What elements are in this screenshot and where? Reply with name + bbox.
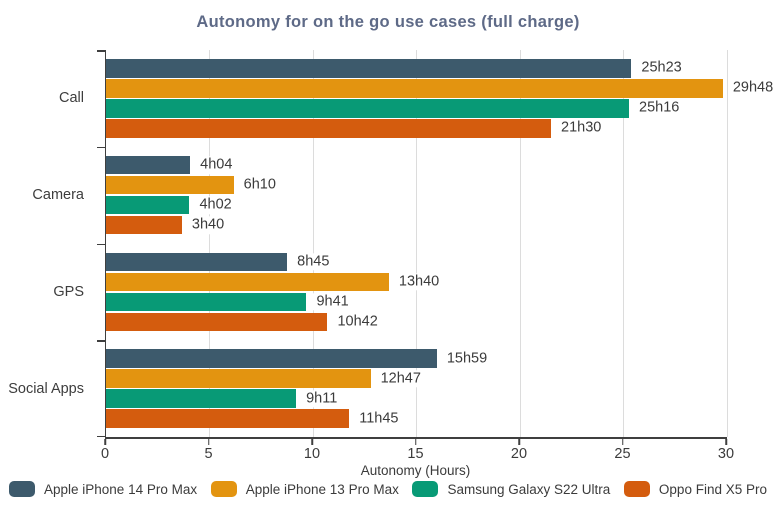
bar-value-label: 29h48 <box>729 79 776 98</box>
x-axis-tick-label: 0 <box>100 446 110 462</box>
legend-label: Oppo Find X5 Pro <box>658 481 767 497</box>
legend-label: Apple iPhone 14 Pro Max <box>44 481 198 497</box>
bar <box>106 312 328 332</box>
grid-line <box>519 50 521 437</box>
bar <box>106 389 297 408</box>
legend-label: Apple iPhone 13 Pro Max <box>245 481 399 497</box>
bar <box>106 195 190 215</box>
bar-value-label: 3h40 <box>188 216 228 234</box>
y-axis-tick <box>97 146 105 149</box>
bar-value-label: 4h02 <box>196 196 235 214</box>
category-label: Camera <box>32 187 84 204</box>
bar <box>106 155 191 175</box>
bar <box>106 369 371 388</box>
x-axis-tick <box>725 439 727 445</box>
y-axis-tick <box>97 340 105 342</box>
bar-value-label: 10h42 <box>334 313 381 331</box>
bar-value-label: 25h23 <box>638 59 685 78</box>
y-axis-category-labels: Call Camera GPS Social Apps <box>0 50 96 437</box>
bar-value-label: 15h59 <box>443 349 491 368</box>
legend-swatch-icon <box>210 481 237 497</box>
legend-item[interactable]: Oppo Find X5 Pro <box>623 481 767 497</box>
x-axis-tick <box>621 439 624 445</box>
bar-value-label: 9h41 <box>313 293 352 311</box>
bar-value-label: 8h45 <box>294 253 333 271</box>
bar <box>106 252 288 272</box>
x-axis-tick-label: 30 <box>717 446 735 462</box>
category-label: Social Apps <box>8 380 84 397</box>
x-axis-tick-label: 20 <box>510 446 528 462</box>
x-axis-tick <box>518 439 520 445</box>
legend-item[interactable]: Apple iPhone 13 Pro Max <box>210 481 399 497</box>
grid-line <box>209 50 210 437</box>
bar <box>106 215 182 235</box>
legend-swatch-icon <box>623 481 650 497</box>
y-axis-tick <box>97 50 105 52</box>
bar <box>106 272 389 292</box>
grid-line <box>312 50 314 437</box>
x-axis-tick-label: 25 <box>614 446 631 462</box>
x-axis: 0 5 10 15 20 25 30 <box>101 439 734 469</box>
legend-item[interactable]: Apple iPhone 14 Pro Max <box>9 481 197 497</box>
bar <box>106 99 630 118</box>
bar <box>106 59 632 78</box>
bar <box>106 349 437 368</box>
y-axis-tick <box>97 243 105 245</box>
bar-value-label: 12h47 <box>377 369 424 388</box>
x-axis-tick-label: 5 <box>204 446 213 462</box>
bar <box>106 79 723 98</box>
grid-line <box>416 50 417 437</box>
bar-value-label: 21h30 <box>558 119 605 138</box>
y-axis-tick <box>97 435 105 437</box>
chart-title: Autonomy for on the go use cases (full c… <box>196 13 580 31</box>
x-axis-title: Autonomy (Hours) <box>360 463 471 478</box>
legend-swatch-icon <box>412 481 439 497</box>
x-axis-tick <box>414 439 417 445</box>
legend-item[interactable]: Samsung Galaxy S22 Ultra <box>412 481 610 497</box>
category-label: GPS <box>53 283 84 300</box>
bar-value-label: 13h40 <box>395 273 443 291</box>
x-axis-tick-label: 15 <box>407 446 424 462</box>
legend-label: Samsung Galaxy S22 Ultra <box>447 481 611 497</box>
bar <box>106 119 552 138</box>
category-label: Call <box>59 90 84 107</box>
x-axis-tick <box>104 439 106 445</box>
plot-area: 25h23 29h48 25h16 21h30 4h04 6h10 4h02 3h40 8h45… <box>97 50 776 439</box>
bar-value-label: 25h16 <box>636 99 683 118</box>
bar-value-label: 9h11 <box>303 389 341 408</box>
legend-swatch-icon <box>9 481 35 497</box>
bar <box>106 175 234 195</box>
x-axis-tick <box>311 439 313 445</box>
bar <box>106 409 350 428</box>
x-axis-tick <box>207 439 210 445</box>
bar <box>106 292 307 312</box>
x-axis-tick-label: 10 <box>303 446 321 462</box>
bar-value-label: 11h45 <box>356 409 402 428</box>
legend: Apple iPhone 14 Pro Max Apple iPhone 13 P… <box>9 481 767 497</box>
grid-line <box>726 50 728 437</box>
grid-line <box>623 50 624 437</box>
bar-value-label: 4h04 <box>197 156 236 174</box>
bar-value-label: 6h10 <box>240 176 279 194</box>
